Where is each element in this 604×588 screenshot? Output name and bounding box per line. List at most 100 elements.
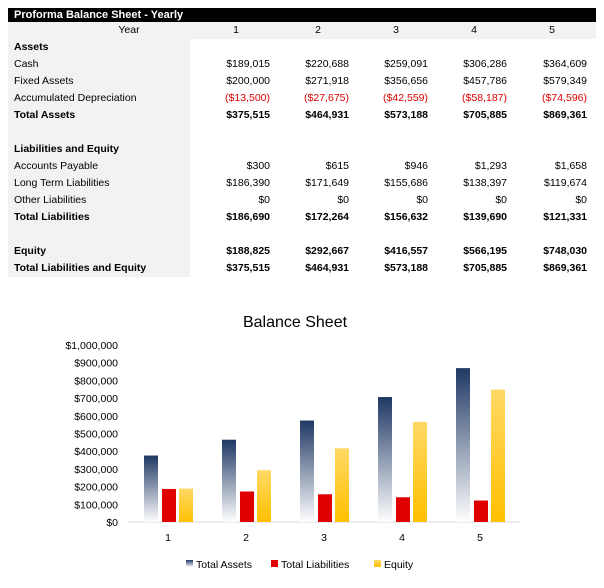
table-row: Long Term Liabilities $186,390 $171,649 $15… bbox=[8, 175, 596, 192]
table-row: Accumulated Depreciation ($13,500) ($27,67… bbox=[8, 90, 596, 107]
y-tick-label: $400,000 bbox=[74, 446, 118, 458]
x-tick-label: 4 bbox=[399, 532, 405, 544]
year-header: 5 bbox=[549, 24, 555, 36]
cell-value: $464,931 bbox=[305, 109, 349, 121]
cell-value: $364,609 bbox=[543, 58, 587, 70]
row-label: Liabilities and Equity bbox=[8, 141, 190, 158]
cell-value: $946 bbox=[404, 160, 428, 172]
year-header: 1 bbox=[233, 24, 239, 36]
table-row: Assets bbox=[8, 39, 596, 56]
cell-value: ($74,596) bbox=[542, 92, 587, 104]
sheet-title: Proforma Balance Sheet - Yearly bbox=[8, 8, 596, 22]
y-tick-label: $600,000 bbox=[74, 411, 118, 423]
cell-value: $573,188 bbox=[384, 262, 428, 274]
y-tick-label: $500,000 bbox=[74, 429, 118, 441]
bar-equity bbox=[179, 488, 193, 522]
cell-value: $579,349 bbox=[543, 75, 587, 87]
cell-value: $139,690 bbox=[463, 211, 507, 223]
bar-equity bbox=[335, 448, 349, 522]
cell-value: $155,686 bbox=[384, 177, 428, 189]
cell-value: ($27,675) bbox=[304, 92, 349, 104]
balance-sheet-table: Proforma Balance Sheet - Yearly Year 1 2 3 4… bbox=[8, 8, 596, 277]
legend-swatch bbox=[374, 560, 381, 567]
cell-value: $457,786 bbox=[463, 75, 507, 87]
chart-title: Balance Sheet bbox=[243, 314, 348, 331]
cell-value: $172,264 bbox=[305, 211, 349, 223]
cell-value: $0 bbox=[258, 194, 270, 206]
row-label: Cash bbox=[8, 56, 190, 73]
table-row: Fixed Assets $200,000 $271,918 $356,656 $457… bbox=[8, 73, 596, 90]
cell-value: $375,515 bbox=[226, 262, 270, 274]
row-label: Long Term Liabilities bbox=[8, 175, 190, 192]
table-row bbox=[8, 226, 596, 243]
legend-swatch bbox=[186, 560, 193, 567]
row-label bbox=[8, 226, 190, 243]
header-row: Year 1 2 3 4 5 bbox=[8, 22, 596, 39]
cell-value: $200,000 bbox=[226, 75, 270, 87]
y-tick-label: $900,000 bbox=[74, 358, 118, 370]
bar-total-liabilities bbox=[240, 491, 254, 522]
legend-swatch bbox=[271, 560, 278, 567]
cell-value: $189,015 bbox=[226, 58, 270, 70]
row-label: Total Assets bbox=[8, 107, 190, 124]
row-label: Equity bbox=[8, 243, 190, 260]
cell-value: $121,331 bbox=[543, 211, 587, 223]
row-label: Total Liabilities and Equity bbox=[8, 260, 190, 277]
bar-total-assets bbox=[144, 455, 158, 522]
year-label: Year bbox=[8, 22, 190, 39]
table-row bbox=[8, 124, 596, 141]
y-tick-label: $200,000 bbox=[74, 482, 118, 494]
x-tick-label: 3 bbox=[321, 532, 327, 544]
cell-value: $271,918 bbox=[305, 75, 349, 87]
table-row: Liabilities and Equity bbox=[8, 141, 596, 158]
cell-value: ($58,187) bbox=[462, 92, 507, 104]
y-tick-label: $100,000 bbox=[74, 499, 118, 511]
cell-value: $1,293 bbox=[474, 160, 507, 172]
year-header: 3 bbox=[393, 24, 399, 36]
cell-value: $705,885 bbox=[463, 262, 507, 274]
bar-total-assets bbox=[456, 368, 470, 522]
year-header: 4 bbox=[471, 24, 477, 36]
cell-value: $156,632 bbox=[384, 211, 428, 223]
cell-value: $1,658 bbox=[554, 160, 587, 172]
cell-value: $615 bbox=[325, 160, 349, 172]
bar-total-liabilities bbox=[474, 500, 488, 522]
cell-value: $171,649 bbox=[305, 177, 349, 189]
cell-value: ($13,500) bbox=[225, 92, 270, 104]
table-row: Total Liabilities $186,690 $172,264 $156,63… bbox=[8, 209, 596, 226]
row-label: Total Liabilities bbox=[8, 209, 190, 226]
cell-value: $0 bbox=[495, 194, 507, 206]
cell-value: $306,286 bbox=[463, 58, 507, 70]
table-row: Total Assets $375,515 $464,931 $573,188 $705… bbox=[8, 107, 596, 124]
cell-value: $186,390 bbox=[226, 177, 270, 189]
year-header: 2 bbox=[315, 24, 321, 36]
y-tick-label: $1,000,000 bbox=[65, 340, 118, 352]
table-row: Total Liabilities and Equity $375,515 $464… bbox=[8, 260, 596, 277]
bar-total-liabilities bbox=[162, 488, 176, 522]
x-tick-label: 1 bbox=[165, 532, 171, 544]
legend-label: Total Assets bbox=[196, 559, 252, 571]
cell-value: $220,688 bbox=[305, 58, 349, 70]
cell-value: $375,515 bbox=[226, 109, 270, 121]
table-row: Cash $189,015 $220,688 $259,091 $306,286 $364… bbox=[8, 56, 596, 73]
row-label bbox=[8, 124, 190, 141]
cell-value: $869,361 bbox=[543, 109, 587, 121]
x-tick-label: 5 bbox=[477, 532, 483, 544]
cell-value: $0 bbox=[416, 194, 428, 206]
legend-label: Equity bbox=[384, 559, 414, 571]
row-label: Accounts Payable bbox=[8, 158, 190, 175]
bar-total-assets bbox=[378, 397, 392, 522]
cell-value: ($42,559) bbox=[383, 92, 428, 104]
cell-value: $748,030 bbox=[543, 245, 587, 257]
cell-value: $186,690 bbox=[226, 211, 270, 223]
y-tick-label: $800,000 bbox=[74, 375, 118, 387]
cell-value: $566,195 bbox=[463, 245, 507, 257]
table-row: Other Liabilities $0 $0 $0 $0 $0 bbox=[8, 192, 596, 209]
y-tick-label: $0 bbox=[106, 517, 118, 529]
cell-value: $356,656 bbox=[384, 75, 428, 87]
cell-value: $188,825 bbox=[226, 245, 270, 257]
y-tick-label: $300,000 bbox=[74, 464, 118, 476]
row-label: Accumulated Depreciation bbox=[8, 90, 190, 107]
cell-value: $138,397 bbox=[463, 177, 507, 189]
bar-total-liabilities bbox=[396, 497, 410, 522]
